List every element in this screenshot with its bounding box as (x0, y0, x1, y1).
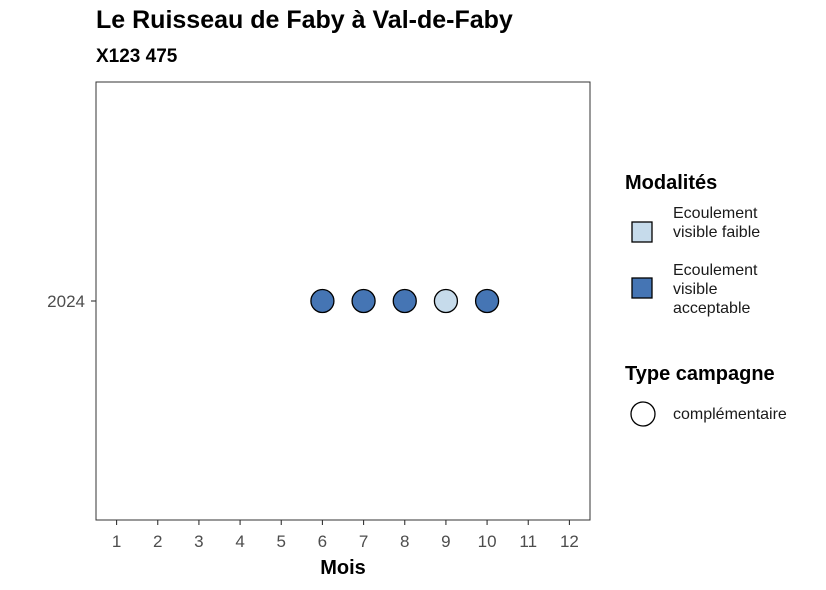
chart-title: Le Ruisseau de Faby à Val-de-Faby (96, 6, 513, 34)
x-axis: 1 2 3 4 5 6 7 8 9 10 11 12 (112, 520, 579, 551)
x-tick-label: 12 (560, 532, 579, 551)
legend-label-acceptable: Ecoulement visible acceptable (673, 262, 758, 317)
x-tick-label: 8 (400, 532, 409, 551)
legend-key-acceptable (631, 277, 653, 299)
data-point-month-8 (392, 288, 417, 314)
chart-subtitle: X123 475 (96, 46, 178, 67)
x-tick-label: 10 (478, 532, 497, 551)
data-point-month-10 (474, 288, 500, 314)
x-tick-label: 2 (153, 532, 162, 551)
legend-circle-complementaire (630, 401, 656, 427)
data-point-month-6 (310, 288, 335, 314)
data-point-month-7 (351, 288, 376, 314)
y-axis: 2024 (47, 292, 96, 311)
legend-type-campagne-title: Type campagne (625, 363, 775, 385)
plot-panel-border (95, 81, 591, 521)
x-tick-label: 11 (519, 532, 537, 551)
legend-key-faible (631, 221, 653, 243)
legend-modalites-title: Modalités (625, 172, 718, 194)
x-tick-label: 1 (112, 532, 121, 551)
x-tick-label: 7 (359, 532, 368, 551)
legend-label-complementaire: complémentaire (673, 406, 787, 423)
legend-swatch-faible (631, 221, 653, 243)
legend-key-complementaire (630, 401, 656, 427)
x-tick-label: 3 (194, 532, 203, 551)
data-point-month-9 (433, 288, 459, 314)
y-tick-label: 2024 (47, 292, 85, 311)
legend-label-faible: Ecoulement visible faible (673, 205, 761, 241)
x-tick-label: 6 (318, 532, 327, 551)
data-points (310, 288, 500, 314)
legend-swatch-acceptable (631, 277, 653, 299)
x-tick-label: 5 (277, 532, 286, 551)
x-axis-label: Mois (320, 557, 366, 579)
x-tick-label: 4 (235, 532, 244, 551)
x-tick-label: 9 (441, 532, 450, 551)
